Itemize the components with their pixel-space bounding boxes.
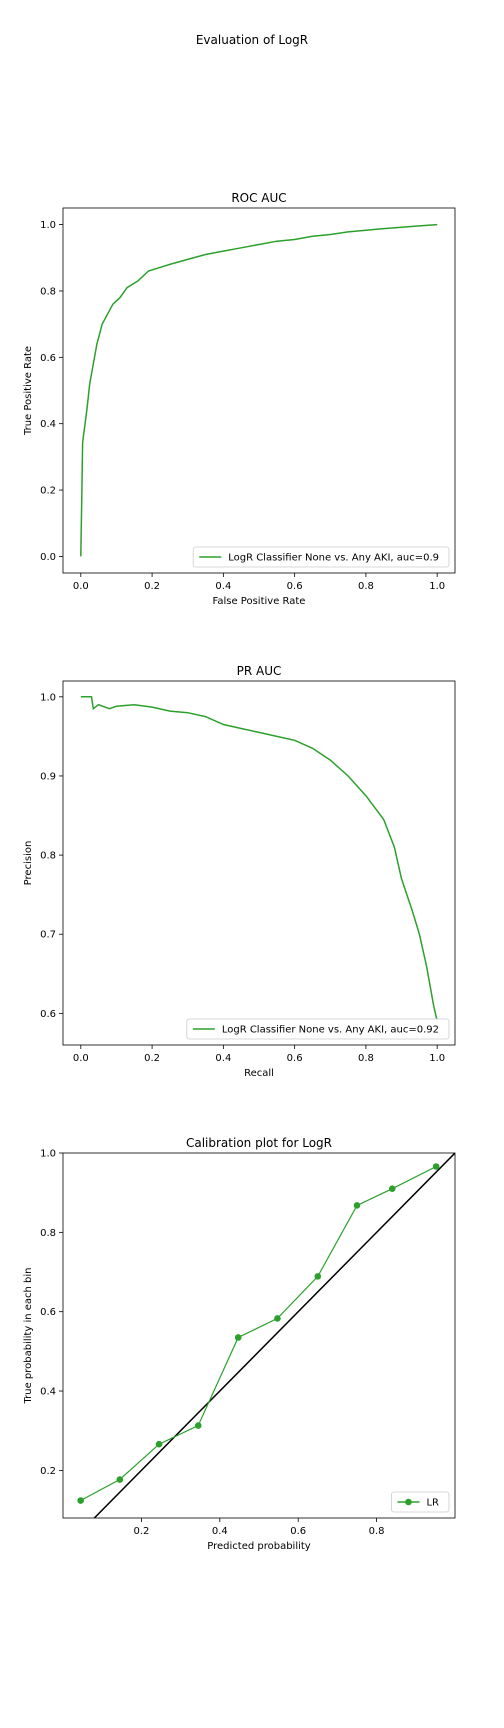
data-point bbox=[234, 1334, 242, 1341]
x-tick-label: 0.8 bbox=[358, 1053, 374, 1064]
x-tick-label: 0.4 bbox=[215, 1053, 231, 1064]
data-point bbox=[77, 1497, 84, 1504]
x-tick-label: 0.8 bbox=[358, 581, 374, 592]
legend-label: LR bbox=[426, 1498, 439, 1509]
chart-2: PR AUC 0.0 0.2 0.4 0.6 0.8 1.0 0.6 0.7 0.8 0.9 1.0 R… bbox=[23, 664, 456, 1079]
y-tick-label: 0.2 bbox=[40, 486, 56, 497]
plot-frame bbox=[62, 1152, 456, 1519]
x-tick-label: 0.6 bbox=[287, 581, 303, 592]
plot-frame bbox=[62, 680, 456, 1046]
data-point bbox=[314, 1273, 322, 1280]
data-point bbox=[388, 1185, 396, 1193]
legend-box bbox=[391, 1491, 450, 1513]
y-tick-label: 1.0 bbox=[40, 220, 56, 231]
x-tick-label: 0.6 bbox=[290, 1526, 306, 1537]
x-tick-label: 0.2 bbox=[144, 581, 160, 592]
diagonal-reference-line bbox=[93, 1153, 455, 1518]
data-point bbox=[116, 1476, 124, 1483]
data-point bbox=[155, 1440, 163, 1448]
y-tick-label: 1.0 bbox=[40, 1149, 56, 1160]
data-point bbox=[432, 1163, 440, 1170]
y-tick-label: 0.8 bbox=[40, 286, 56, 297]
legend-label: LogR Classifier None vs. Any AKI, auc=0.… bbox=[222, 1025, 439, 1036]
x-axis-label: False Positive Rate bbox=[213, 596, 306, 607]
data-point bbox=[194, 1422, 202, 1429]
x-axis-label: Predicted probability bbox=[207, 1541, 311, 1552]
chart-3: Calibration plot for LogR 0.2 0.4 0.6 0.8 0.2… bbox=[23, 1136, 456, 1552]
x-tick-label: 0.2 bbox=[144, 1053, 160, 1064]
series-line bbox=[80, 223, 438, 557]
y-tick-label: 0.9 bbox=[40, 771, 56, 782]
chart-1: ROC AUC 0.0 0.2 0.4 0.6 0.8 1.0 0.0 0.2 0.4 0.6 0.8… bbox=[23, 191, 456, 607]
y-tick-label: 0.0 bbox=[40, 552, 56, 563]
x-tick-label: 0.0 bbox=[73, 581, 89, 592]
series-line bbox=[80, 696, 438, 1022]
y-tick-label: 0.6 bbox=[40, 1009, 56, 1020]
y-axis-label: Precision bbox=[23, 841, 34, 886]
plot-frame bbox=[62, 207, 456, 574]
y-tick-label: 0.6 bbox=[40, 1307, 56, 1318]
x-tick-label: 1.0 bbox=[429, 1053, 445, 1064]
figure-title: Evaluation of LogR bbox=[195, 33, 309, 47]
chart-title: ROC AUC bbox=[231, 191, 286, 205]
chart-title: PR AUC bbox=[237, 664, 282, 678]
series-line bbox=[80, 1165, 437, 1502]
x-tick-label: 0.4 bbox=[215, 581, 231, 592]
chart-title: Calibration plot for LogR bbox=[186, 1136, 332, 1150]
y-tick-label: 0.8 bbox=[40, 1228, 56, 1239]
legend-label: LogR Classifier None vs. Any AKI, auc=0.… bbox=[228, 553, 439, 564]
y-tick-label: 0.6 bbox=[40, 353, 56, 364]
y-tick-label: 1.0 bbox=[40, 692, 56, 703]
y-tick-label: 0.4 bbox=[40, 419, 56, 430]
y-tick-label: 0.8 bbox=[40, 851, 56, 862]
y-axis-label: True Positive Rate bbox=[23, 346, 34, 436]
x-tick-label: 0.2 bbox=[133, 1526, 149, 1537]
x-tick-label: 0.6 bbox=[287, 1053, 303, 1064]
y-tick-label: 0.2 bbox=[40, 1466, 56, 1477]
data-point bbox=[274, 1315, 281, 1322]
legend-marker-swatch bbox=[405, 1498, 412, 1506]
x-tick-label: 0.4 bbox=[212, 1526, 228, 1537]
y-tick-label: 0.7 bbox=[40, 930, 56, 941]
y-tick-label: 0.4 bbox=[40, 1387, 56, 1398]
legend-box bbox=[186, 1018, 450, 1040]
x-tick-label: 1.0 bbox=[429, 581, 445, 592]
y-axis-label: True probability in each bin bbox=[23, 1267, 34, 1404]
x-axis-label: Recall bbox=[244, 1068, 274, 1079]
legend-box bbox=[192, 546, 450, 568]
x-tick-label: 0.0 bbox=[73, 1053, 89, 1064]
data-point bbox=[353, 1202, 361, 1209]
x-tick-label: 0.8 bbox=[369, 1526, 385, 1537]
